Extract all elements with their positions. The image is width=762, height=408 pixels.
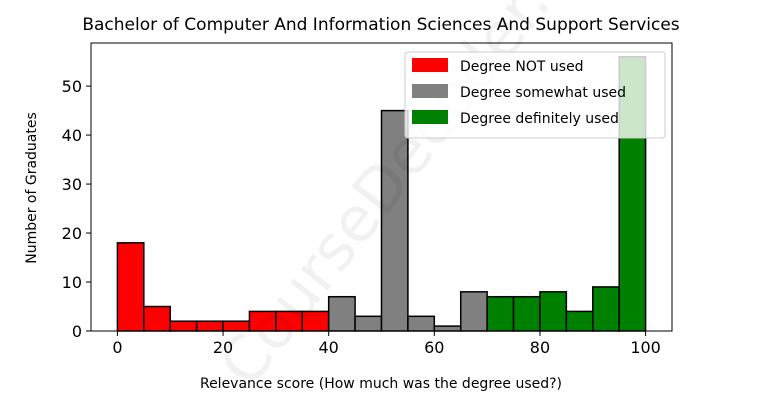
legend: Degree NOT used Degree somewhat used Degre… [404,51,666,139]
histogram-bar [592,286,620,332]
histogram-bar [459,291,488,332]
legend-box [404,51,666,139]
chart-title: Bachelor of Computer And Information Sci… [82,15,679,35]
x-tick-label: 100 [630,338,661,357]
legend-label: Degree NOT used [460,59,584,75]
histogram-bar [512,295,541,332]
histogram-bar [539,291,568,332]
y-axis: 0 10 20 30 40 50 [62,77,91,341]
x-tick-label: 60 [424,338,444,357]
histogram-bar [380,109,409,332]
y-axis-label: Number of Graduates [24,112,40,264]
histogram-bar [565,310,594,332]
y-tick-label: 50 [62,77,82,96]
histogram-bar [327,295,356,332]
histogram-bar [143,305,171,332]
legend-swatch [412,58,448,72]
legend-swatch [412,84,448,98]
legend-swatch [412,110,448,124]
x-tick-label: 20 [213,338,233,357]
histogram-bar [354,315,383,332]
x-axis-label: Relevance score (How much was the degree… [200,376,562,392]
x-tick-label: 40 [319,338,339,357]
histogram-bar [433,325,462,332]
x-axis: 0 20 40 60 80 100 [112,331,661,357]
x-tick-label: 80 [530,338,550,357]
y-tick-label: 40 [62,126,82,145]
histogram-bar [169,320,198,332]
y-tick-label: 10 [62,273,82,292]
y-tick-label: 20 [62,224,82,243]
y-tick-label: 0 [72,322,82,341]
histogram-bar [195,320,224,332]
y-tick-label: 30 [62,175,82,194]
histogram-bar [486,295,515,332]
x-tick-label: 0 [112,338,122,357]
legend-label: Degree somewhat used [460,85,626,101]
histogram-bar [407,315,436,332]
histogram-bar [116,242,145,332]
plot-frame [90,42,673,332]
legend-label: Degree definitely used [460,111,619,127]
